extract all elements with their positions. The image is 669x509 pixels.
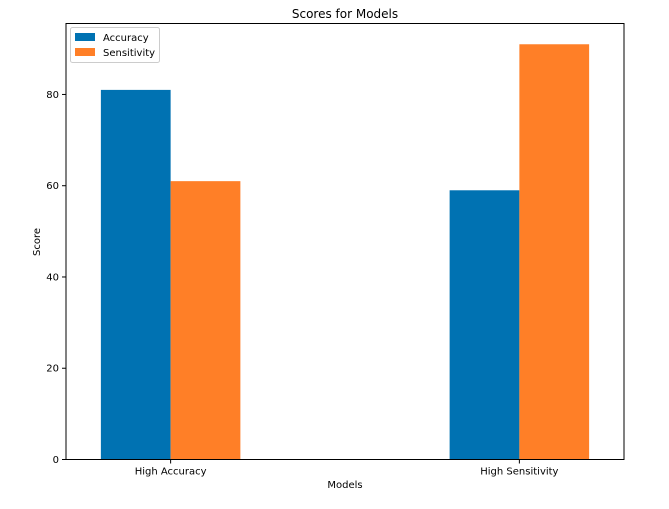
legend-swatch-sensitivity [75,48,95,56]
bar-accuracy-1 [449,190,520,460]
x-tick-label: High Accuracy [135,467,207,478]
x-tick-label: High Sensitivity [480,467,558,478]
y-tick-label: 60 [46,181,59,192]
x-axis-ticks: High Accuracy High Sensitivity [135,459,559,478]
legend: Accuracy Sensitivity [70,27,160,63]
y-axis-ticks: 0 20 40 60 80 [46,90,66,466]
y-axis-label: Score [32,228,43,256]
y-tick-label: 20 [46,364,59,375]
bar-sensitivity-1 [519,44,590,460]
y-tick-label: 80 [46,90,59,101]
bars-group [100,44,590,460]
chart-title: Scores for Models [292,7,398,21]
plot-frame [65,23,625,460]
legend-swatch-accuracy [75,33,95,41]
x-axis-label: Models [327,480,362,491]
y-tick-label: 40 [46,272,59,283]
legend-label-sensitivity: Sensitivity [103,48,155,59]
legend-label-accuracy: Accuracy [103,33,149,44]
y-tick-label: 0 [53,455,59,466]
bar-accuracy-0 [100,89,171,460]
bar-sensitivity-0 [170,181,241,460]
